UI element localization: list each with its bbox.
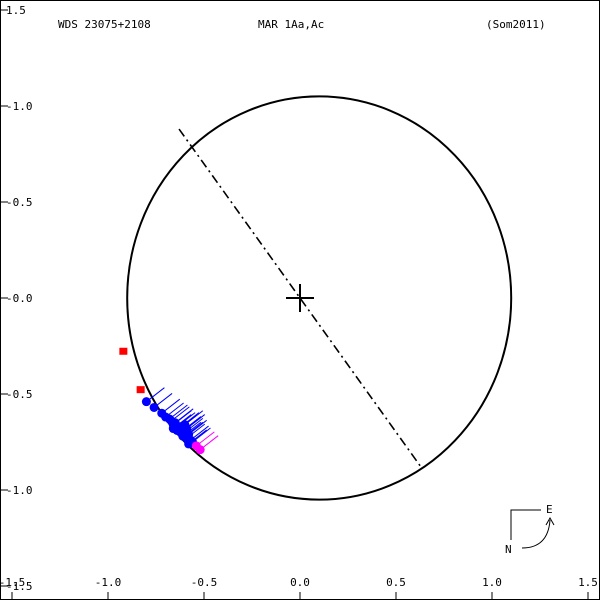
- axes: -1.5 -1.0 -0.5 0.0 0.5 1.0 1.5 1.5 -1.0 -0.5 -0.0 -…: [0, 4, 598, 600]
- x-tick-label: 0.0: [290, 576, 310, 589]
- y-tick-label: -1.5: [6, 580, 33, 593]
- compass-arrow-icon: [521, 516, 555, 549]
- orbit-ellipse: [126, 95, 513, 501]
- data-point: [180, 420, 190, 430]
- y-tick-label: -1.0: [6, 100, 33, 113]
- observation-points: [119, 347, 219, 455]
- x-tick-label: 1.5: [578, 576, 598, 589]
- y-tick-label: 1.5: [6, 4, 26, 17]
- compass-indicator: E N: [505, 503, 555, 556]
- y-tick-label: -0.5: [6, 388, 33, 401]
- data-point: [191, 441, 201, 451]
- line-of-nodes: [178, 128, 422, 468]
- data-point: [119, 347, 128, 355]
- data-point: [178, 431, 188, 441]
- header-center: MAR 1Aa,Ac: [258, 18, 324, 31]
- compass-east-label: E: [546, 503, 553, 516]
- y-tick-label: -1.0: [6, 484, 33, 497]
- y-tick-label: -0.5: [6, 196, 33, 209]
- header-left: WDS 23075+2108: [58, 18, 151, 31]
- orbit-layer: [126, 95, 513, 501]
- x-tick-label: -1.0: [95, 576, 122, 589]
- header-right: (Som2011): [486, 18, 546, 31]
- data-point: [168, 424, 178, 434]
- compass-north-label: N: [505, 543, 512, 556]
- data-point: [149, 402, 159, 412]
- data-point: [141, 397, 151, 407]
- y-tick-label: -0.0: [6, 292, 33, 305]
- x-tick-label: -0.5: [191, 576, 218, 589]
- x-tick-label: 0.5: [386, 576, 406, 589]
- x-tick-label: 1.0: [482, 576, 502, 589]
- data-point: [136, 386, 145, 394]
- compass-north-line: [510, 509, 541, 540]
